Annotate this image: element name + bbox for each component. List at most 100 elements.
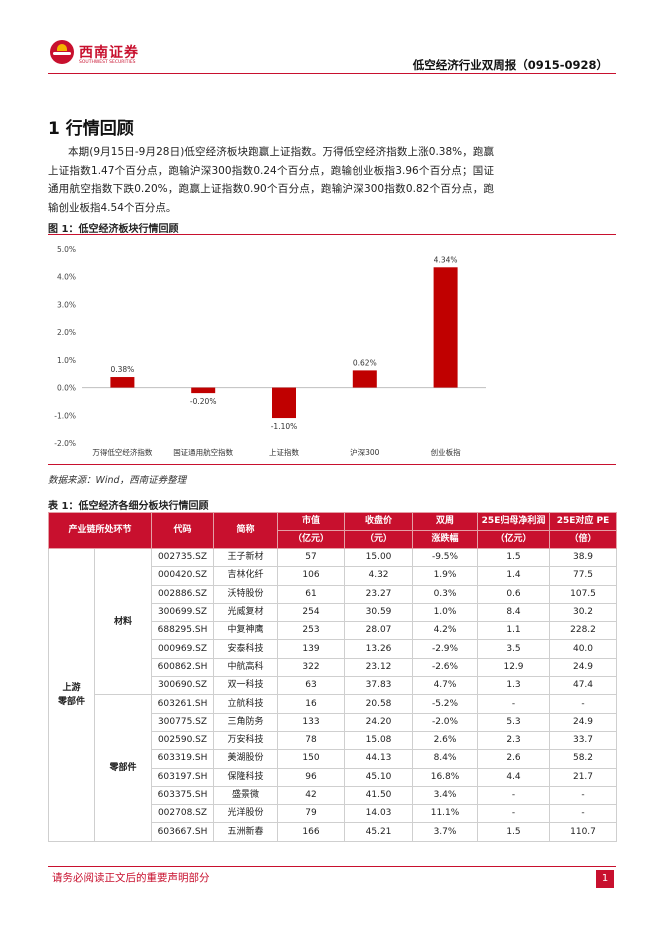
cell-profit: 5.3 — [477, 712, 551, 732]
cell-change: -2.6% — [412, 657, 479, 678]
col-header-close: 收盘价 — [344, 512, 414, 531]
cell-change: 8.4% — [412, 749, 479, 769]
cell-mktcap: 78 — [277, 730, 346, 751]
x-tick-label: 创业板指 — [431, 447, 461, 457]
cell-mktcap: 322 — [277, 657, 346, 678]
cell-close: 44.13 — [344, 749, 414, 769]
subgroup-components: 零部件 — [93, 694, 153, 842]
cell-change: 4.7% — [412, 676, 479, 696]
figure-title: 图 1：低空经济板块行情回顾 — [48, 224, 179, 235]
col-header-profit-unit: （亿元） — [477, 530, 551, 549]
bar — [433, 267, 458, 388]
cell-profit: 4.4 — [477, 767, 551, 787]
cell-profit: - — [477, 694, 551, 714]
cell-close: 30.59 — [344, 602, 414, 623]
table-row: 002708.SZ 光洋股份 79 14.03 11.1% - - — [49, 804, 618, 824]
cell-pe: 24.9 — [549, 712, 618, 732]
cell-code: 603261.SH — [151, 694, 215, 714]
cell-pe: 24.9 — [549, 657, 618, 678]
section-title: 1 行情回顾 — [48, 119, 134, 139]
cell-name: 双一科技 — [213, 676, 279, 696]
header-divider — [48, 73, 616, 74]
cell-close: 41.50 — [344, 785, 414, 806]
cell-name: 美湖股份 — [213, 749, 279, 769]
cell-pe: 38.9 — [549, 547, 618, 568]
cell-profit: 8.4 — [477, 602, 551, 623]
col-header-chain: 产业链所处环节 — [47, 512, 153, 549]
company-logo: 西南证券 SOUTHWEST SECURITIES — [50, 40, 142, 68]
footer-disclaimer: 请务必阅读正文后的重要声明部分 — [52, 872, 210, 884]
cell-mktcap: 150 — [277, 749, 346, 769]
cell-mktcap: 57 — [277, 547, 346, 568]
y-tick-label: 5.0% — [57, 245, 76, 254]
cell-name: 万安科技 — [213, 730, 279, 751]
cell-pe: 30.2 — [549, 602, 618, 623]
col-header-code: 代码 — [151, 512, 215, 549]
table-row: 300775.SZ 三角防务 133 24.20 -2.0% 5.3 24.9 — [49, 712, 618, 732]
cell-code: 300690.SZ — [151, 676, 215, 696]
cell-profit: 12.9 — [477, 657, 551, 678]
cell-profit: 1.5 — [477, 822, 551, 842]
bar — [352, 370, 377, 388]
cell-name: 安泰科技 — [213, 639, 279, 659]
cell-change: 3.4% — [412, 785, 479, 806]
cell-pe: 77.5 — [549, 566, 618, 586]
cell-close: 24.20 — [344, 712, 414, 732]
subgroup-materials: 材料 — [93, 547, 153, 696]
cell-change: 2.6% — [412, 730, 479, 751]
cell-profit: 1.4 — [477, 566, 551, 586]
cell-change: -9.5% — [412, 547, 479, 568]
cell-name: 吉林化纤 — [213, 566, 279, 586]
cell-name: 五洲新春 — [213, 822, 279, 842]
cell-name: 立航科技 — [213, 694, 279, 714]
cell-name: 王子新材 — [213, 547, 279, 568]
cell-name: 中复神鹰 — [213, 621, 279, 641]
table-title: 表 1：低空经济各细分板块行情回顾 — [48, 501, 209, 512]
bar — [272, 387, 296, 419]
cell-change: -5.2% — [412, 694, 479, 714]
cell-name: 光洋股份 — [213, 804, 279, 824]
col-header-pe-unit: （倍） — [549, 530, 618, 549]
y-tick-label: -2.0% — [54, 439, 76, 448]
cell-name: 三角防务 — [213, 712, 279, 732]
figure-source: 数据来源：Wind，西南证券整理 — [48, 475, 187, 486]
segment-table: 产业链所处环节 代码 简称 市值 收盘价 双周 25E归母净利润 25E对应 P… — [47, 512, 618, 842]
cell-profit: 1.5 — [477, 547, 551, 568]
cell-close: 45.10 — [344, 767, 414, 787]
cell-close: 37.83 — [344, 676, 414, 696]
cell-pe: 47.4 — [549, 676, 618, 696]
cell-mktcap: 42 — [277, 785, 346, 806]
cell-mktcap: 79 — [277, 804, 346, 824]
table-row: 603667.SH 五洲新春 166 45.21 3.7% 1.5 110.7 — [49, 822, 618, 842]
cell-change: 1.9% — [412, 566, 479, 586]
cell-pe: - — [549, 785, 618, 806]
col-header-change: 双周 — [412, 512, 479, 531]
col-header-change-unit: 涨跌幅 — [412, 530, 479, 549]
table-row: 300690.SZ 双一科技 63 37.83 4.7% 1.3 47.4 — [49, 676, 618, 696]
cell-code: 002735.SZ — [151, 547, 215, 568]
cell-mktcap: 139 — [277, 639, 346, 659]
cell-code: 603197.SH — [151, 767, 215, 787]
cell-change: -2.9% — [412, 639, 479, 659]
cell-change: 1.0% — [412, 602, 479, 623]
y-tick-label: -1.0% — [54, 411, 76, 420]
y-tick-label: 3.0% — [57, 300, 76, 309]
col-header-mktcap: 市值 — [277, 512, 346, 531]
y-tick-label: 2.0% — [57, 328, 76, 337]
cell-pe: - — [549, 804, 618, 824]
cell-close: 28.07 — [344, 621, 414, 641]
cell-profit: - — [477, 804, 551, 824]
cell-code: 002886.SZ — [151, 584, 215, 604]
cell-code: 603319.SH — [151, 749, 215, 769]
table-row: 000969.SZ 安泰科技 139 13.26 -2.9% 3.5 40.0 — [49, 639, 618, 659]
cell-code: 688295.SH — [151, 621, 215, 641]
x-tick-label: 国证通用航空指数 — [173, 447, 233, 457]
col-header-pe: 25E对应 PE — [549, 512, 618, 531]
page-number: 1 — [596, 870, 614, 888]
data-label: -0.20% — [190, 397, 217, 406]
cell-close: 15.00 — [344, 547, 414, 568]
cell-code: 300775.SZ — [151, 712, 215, 732]
cell-change: 0.3% — [412, 584, 479, 604]
cell-change: 3.7% — [412, 822, 479, 842]
cell-pe: 40.0 — [549, 639, 618, 659]
